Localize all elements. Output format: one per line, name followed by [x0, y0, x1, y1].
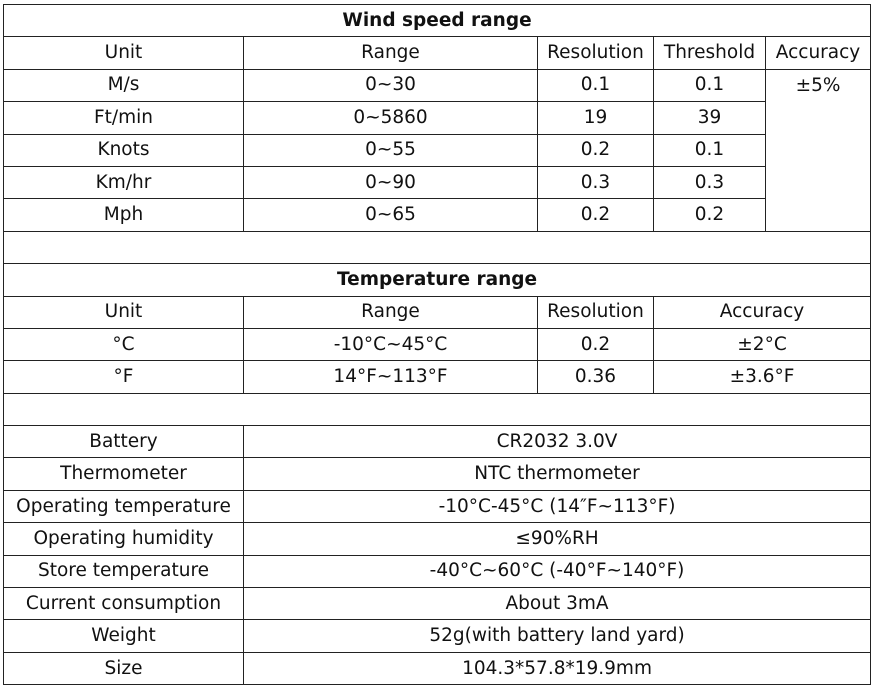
spec-label: Store temperature — [3, 554, 244, 589]
data-cell: -10°C~45°C — [243, 327, 538, 362]
spacer-row — [2, 230, 872, 265]
data-cell: 0~55 — [243, 133, 538, 167]
spec-value: 52g(with battery land yard) — [242, 619, 872, 653]
spec-label: Operating temperature — [3, 489, 244, 524]
table-row: Ft/min 0~5860 19 39 — [3, 101, 871, 135]
data-cell: 39 — [653, 101, 766, 135]
table-row: Knots 0~55 0.2 0.1 — [3, 133, 871, 167]
header-cell: Range — [243, 295, 538, 329]
header-cell: Resolution — [537, 36, 654, 70]
data-cell: Mph — [3, 198, 244, 232]
data-cell: ±3.6°F — [652, 360, 872, 394]
table-row: Unit Range Resolution Accuracy — [3, 295, 872, 329]
spec-label: Current consumption — [3, 587, 244, 621]
table-row: Operating temperature -10°C-45°C (14″F~11… — [3, 489, 872, 524]
data-cell: 19 — [537, 101, 654, 135]
spec-value: -40°C~60°C (-40°F~140°F) — [242, 554, 872, 589]
data-cell: °F — [3, 360, 244, 394]
data-cell: Km/hr — [3, 165, 244, 200]
spec-value: NTC thermometer — [242, 457, 872, 491]
table-row: Thermometer NTC thermometer — [3, 457, 872, 491]
data-cell: 0.3 — [653, 165, 766, 200]
section-title: Wind speed range — [2, 3, 872, 38]
data-cell: ±2°C — [652, 327, 872, 362]
header-cell: Threshold — [653, 36, 766, 70]
accuracy-cell: ±5% — [764, 68, 872, 232]
spacer-row — [2, 392, 872, 427]
spec-label: Size — [3, 651, 244, 686]
table-row: Operating humidity ≤90%RH — [3, 522, 872, 556]
spec-table: Wind speed range Unit Range Resolution Thres… — [2, 3, 872, 686]
table-row: °C -10°C~45°C 0.2 ±2°C — [3, 327, 872, 362]
spec-label: Operating humidity — [3, 522, 244, 556]
spec-value: -10°C-45°C (14″F~113°F) — [242, 489, 872, 524]
spec-value: ≤90%RH — [242, 522, 872, 556]
data-cell: 14°F~113°F — [243, 360, 538, 394]
spec-value: CR2032 3.0V — [242, 425, 872, 459]
header-cell: Resolution — [537, 295, 654, 329]
spec-label: Weight — [3, 619, 244, 653]
data-cell: 0.36 — [537, 360, 654, 394]
header-cell: Accuracy — [764, 36, 872, 70]
table-row: Mph 0~65 0.2 0.2 — [3, 198, 871, 232]
data-cell: 0.2 — [537, 198, 654, 232]
data-cell: M/s — [3, 68, 244, 103]
data-cell: Knots — [3, 133, 244, 167]
data-cell: 0.3 — [537, 165, 654, 200]
section-title: Temperature range — [2, 263, 872, 297]
table-row: Km/hr 0~90 0.3 0.3 — [3, 165, 871, 200]
data-cell: Ft/min — [3, 101, 244, 135]
table-row: Current consumption About 3mA — [3, 587, 872, 621]
data-cell: 0.2 — [537, 133, 654, 167]
spec-label: Thermometer — [3, 457, 244, 491]
data-cell: 0.1 — [653, 133, 766, 167]
table-row: °F 14°F~113°F 0.36 ±3.6°F — [3, 360, 872, 394]
data-cell: 0~90 — [243, 165, 538, 200]
data-cell: 0.1 — [537, 68, 654, 103]
data-cell: 0~65 — [243, 198, 538, 232]
table-row — [2, 392, 872, 427]
spec-value: About 3mA — [242, 587, 872, 621]
data-cell: 0.2 — [537, 327, 654, 362]
header-cell: Accuracy — [652, 295, 872, 329]
data-cell: 0.1 — [653, 68, 766, 103]
table-row: Temperature range — [2, 263, 872, 297]
data-cell: 0.2 — [653, 198, 766, 232]
table-row: Weight 52g(with battery land yard) — [3, 619, 872, 653]
spec-value: 104.3*57.8*19.9mm — [242, 651, 872, 686]
header-cell: Unit — [3, 295, 244, 329]
data-cell: °C — [3, 327, 244, 362]
header-cell: Range — [243, 36, 538, 70]
table-row: Size 104.3*57.8*19.9mm — [3, 651, 872, 686]
table-row: Wind speed range — [2, 3, 872, 38]
spec-label: Battery — [3, 425, 244, 459]
table-row: Store temperature -40°C~60°C (-40°F~140°F… — [3, 554, 872, 589]
data-cell: 0~30 — [243, 68, 538, 103]
table-row: Unit Range Resolution Threshold Accuracy — [3, 36, 872, 70]
table-row — [2, 230, 872, 265]
data-cell: 0~5860 — [243, 101, 538, 135]
table-row: M/s 0~30 0.1 0.1 ±5% — [3, 68, 872, 232]
table-row: Battery CR2032 3.0V — [3, 425, 872, 459]
header-cell: Unit — [3, 36, 244, 70]
